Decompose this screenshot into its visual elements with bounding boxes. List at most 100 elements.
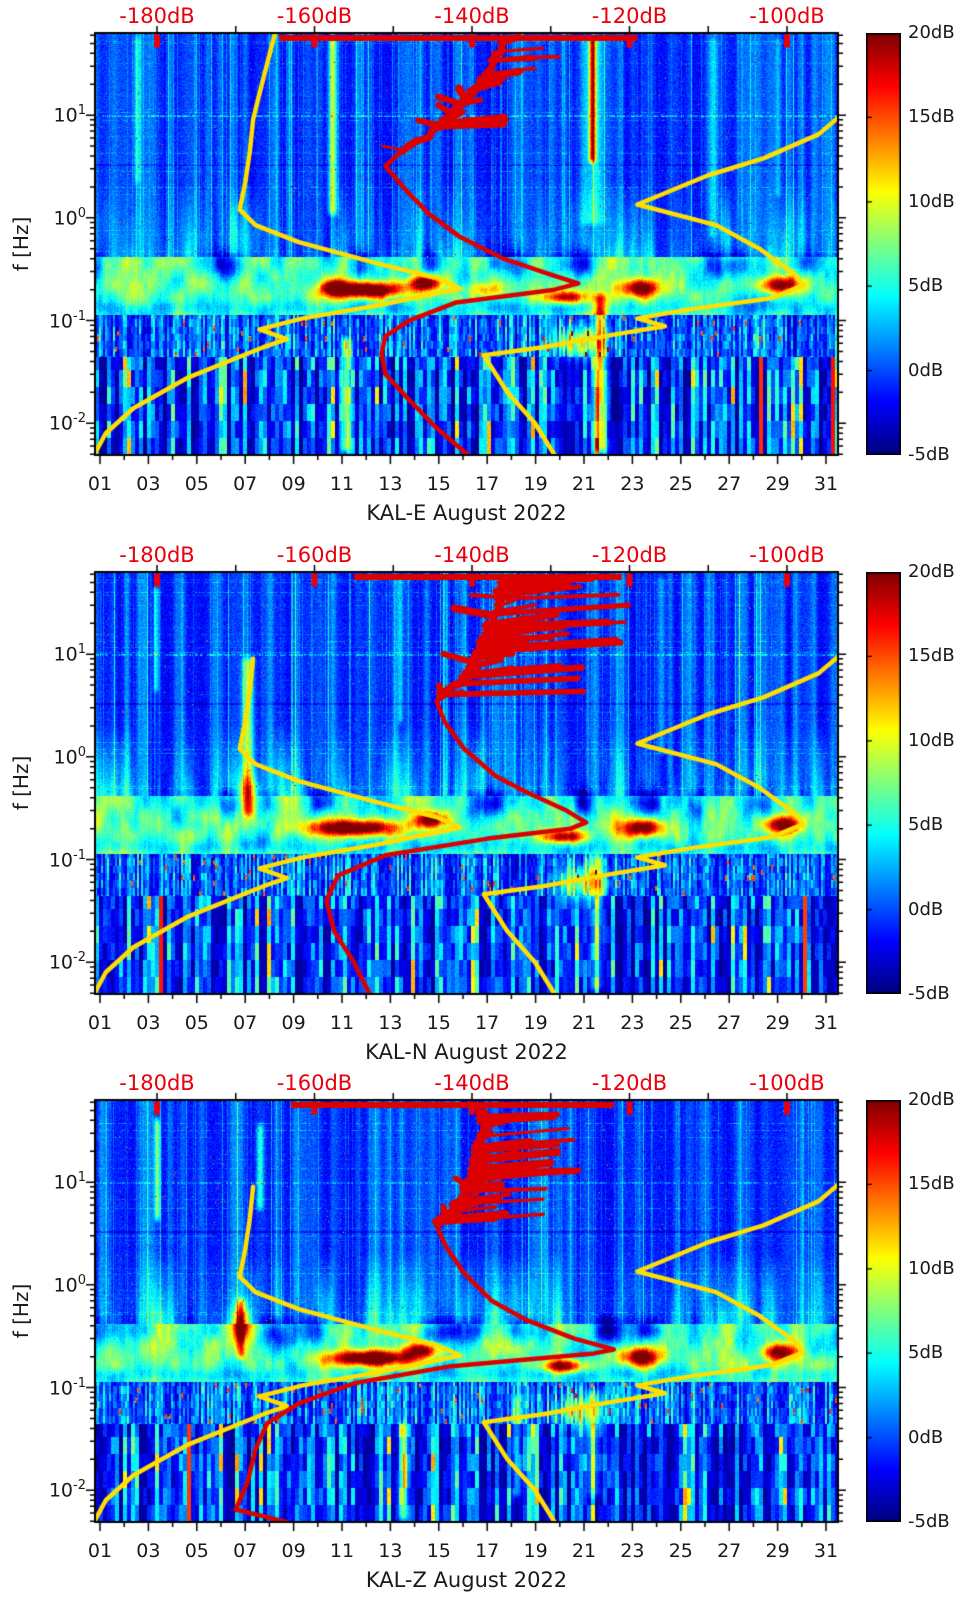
x-tick-label: 07: [233, 1012, 258, 1034]
y-tick-label: 101: [28, 1171, 86, 1192]
y-tick-label: 100: [28, 1274, 86, 1295]
colorbar-tick-label: -5dB: [908, 983, 950, 1004]
spectrogram-canvas-kal-n: [81, 558, 852, 1008]
x-tick-label: 15: [426, 1540, 451, 1562]
x-tick-label: 25: [668, 1540, 693, 1562]
x-tick-label: 21: [571, 1540, 597, 1562]
y-tick-exponent: -1: [73, 1375, 86, 1391]
y-tick-exponent: 0: [77, 744, 86, 760]
y-tick-base: 10: [48, 951, 74, 974]
y-axis-title: f [Hz]: [9, 755, 33, 811]
y-tick-exponent: 1: [77, 103, 86, 119]
y-tick-exponent: -2: [73, 950, 86, 966]
y-tick-base: 10: [53, 1171, 78, 1194]
y-tick-base: 10: [53, 746, 78, 769]
x-tick-label: 11: [329, 1012, 355, 1034]
x-tick-label: 15: [426, 473, 451, 495]
x-tick-label: 27: [717, 473, 742, 495]
x-tick-label: 03: [136, 473, 161, 495]
y-tick-exponent: -1: [73, 308, 86, 324]
top-axis-label: -180dB: [119, 543, 195, 567]
y-tick-label: 10-1: [28, 1377, 86, 1398]
colorbar-canvas-kal-e: [866, 33, 901, 455]
y-tick-label: 10-2: [28, 412, 86, 433]
y-tick-label: 10-2: [28, 951, 86, 972]
x-tick-label: 13: [378, 1540, 403, 1562]
x-tick-label: 21: [571, 473, 597, 495]
colorbar-tick-label: 0dB: [908, 1426, 944, 1448]
spectrogram-canvas-kal-e: [81, 19, 852, 469]
x-tick-label: 09: [281, 1012, 306, 1034]
y-tick-base: 10: [48, 848, 74, 871]
colorbar-tick-label: 20dB: [908, 1089, 955, 1110]
x-tick-label: 03: [136, 1540, 161, 1562]
x-tick-label: 07: [233, 1540, 258, 1562]
colorbar-tick-label: 5dB: [908, 814, 944, 836]
x-tick-label: 27: [717, 1540, 742, 1562]
x-tick-label: 09: [281, 473, 306, 495]
y-tick-label: 10-1: [28, 310, 86, 331]
colorbar-tick-label: 5dB: [908, 1342, 944, 1364]
x-tick-label: 25: [668, 473, 693, 495]
colorbar-tick-label: -5dB: [908, 1511, 950, 1532]
x-tick-label: 05: [184, 473, 209, 495]
top-axis-label: -160dB: [276, 1071, 353, 1095]
y-axis-title: f [Hz]: [9, 1283, 33, 1339]
x-tick-label: 31: [813, 1540, 839, 1562]
y-tick-exponent: -2: [73, 411, 86, 427]
colorbar-tick-label: 20dB: [908, 561, 955, 582]
x-tick-label: 17: [475, 473, 500, 495]
x-tick-label: 29: [765, 1540, 790, 1562]
top-axis-label: -160dB: [276, 4, 353, 28]
colorbar-canvas-kal-n: [866, 572, 901, 994]
x-tick-label: 05: [184, 1012, 209, 1034]
x-tick-label: 17: [475, 1540, 500, 1562]
x-tick-label: 01: [87, 1540, 113, 1562]
x-tick-label: 13: [378, 473, 403, 495]
x-tick-label: 23: [620, 1540, 645, 1562]
panel-title-kal-e: KAL-E August 2022: [366, 501, 567, 525]
x-tick-label: 19: [523, 1540, 548, 1562]
top-axis-label: -140dB: [434, 1071, 510, 1095]
x-tick-label: 01: [87, 473, 113, 495]
x-tick-label: 29: [765, 1012, 790, 1034]
top-axis-label: -100dB: [749, 543, 825, 567]
colorbar-tick-label: 5dB: [908, 275, 944, 297]
colorbar-tick-label: 10dB: [908, 1257, 955, 1279]
y-tick-label: 101: [28, 643, 86, 664]
x-tick-label: 29: [765, 473, 790, 495]
y-tick-base: 10: [48, 412, 74, 435]
y-tick-exponent: 1: [77, 1170, 86, 1186]
x-tick-label: 23: [620, 473, 645, 495]
colorbar-tick-label: 20dB: [908, 22, 955, 43]
colorbar-tick-label: 15dB: [908, 106, 955, 128]
y-tick-base: 10: [53, 207, 78, 230]
x-tick-label: 31: [813, 473, 839, 495]
y-tick-base: 10: [53, 643, 78, 666]
x-tick-label: 13: [378, 1012, 403, 1034]
x-tick-label: 03: [136, 1012, 161, 1034]
x-tick-label: 27: [717, 1012, 742, 1034]
y-tick-base: 10: [48, 309, 74, 332]
top-axis-label: -100dB: [749, 1071, 825, 1095]
y-tick-exponent: 0: [77, 1272, 86, 1288]
colorbar-tick-label: 0dB: [908, 898, 944, 920]
y-tick-label: 10-2: [28, 1479, 86, 1500]
top-axis-label: -100dB: [749, 4, 825, 28]
spectrogram-canvas-kal-z: [81, 1086, 852, 1536]
y-tick-exponent: 0: [77, 205, 86, 221]
x-tick-label: 19: [523, 473, 548, 495]
top-axis-label: -120dB: [591, 1071, 668, 1095]
panel-title-kal-z: KAL-Z August 2022: [365, 1568, 568, 1592]
colorbar-tick-label: 15dB: [908, 645, 955, 667]
top-axis-label: -160dB: [276, 543, 353, 567]
y-tick-base: 10: [48, 1479, 74, 1502]
x-tick-label: 31: [813, 1012, 839, 1034]
y-tick-label: 101: [28, 104, 86, 125]
y-tick-exponent: 1: [77, 642, 86, 658]
panel-title-kal-n: KAL-N August 2022: [365, 1040, 568, 1064]
y-tick-base: 10: [48, 1376, 74, 1399]
x-tick-label: 19: [523, 1012, 548, 1034]
top-axis-label: -140dB: [434, 4, 510, 28]
